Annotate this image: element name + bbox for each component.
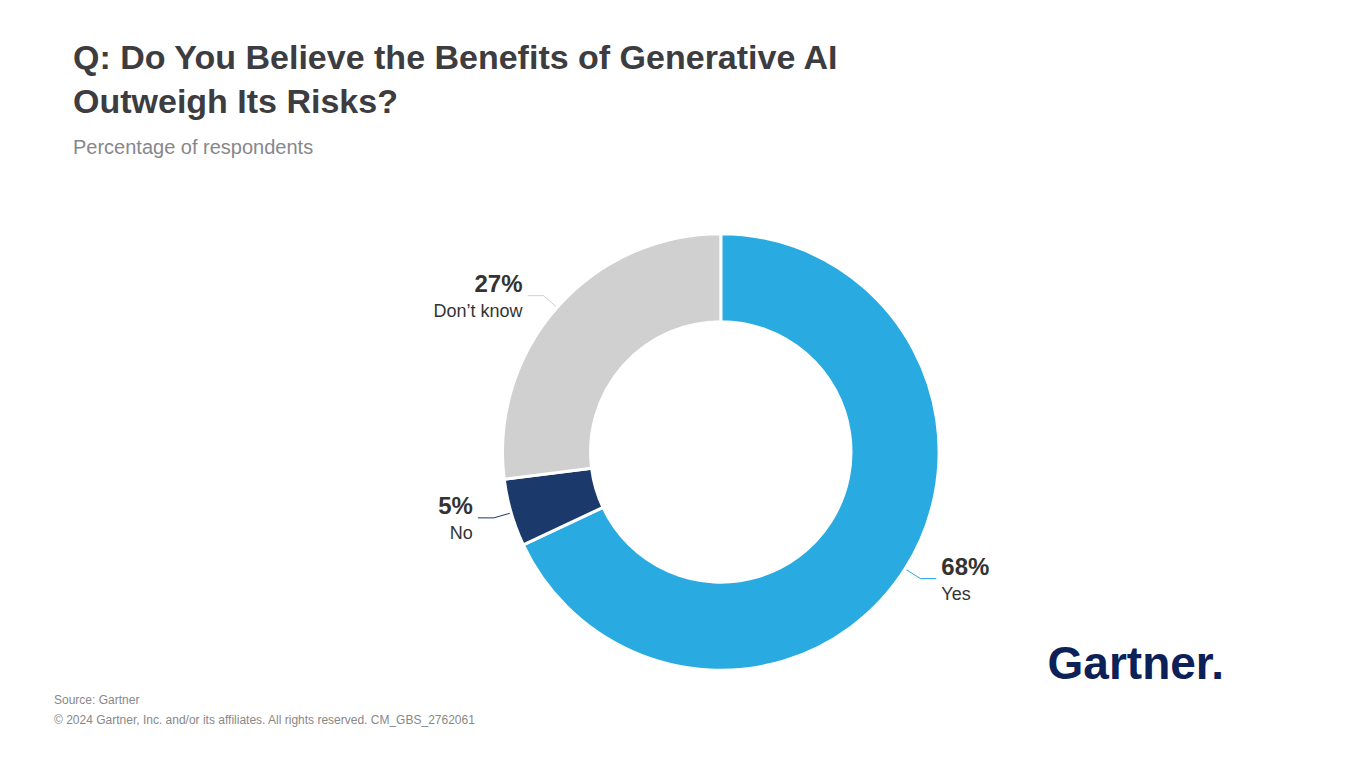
svg-text:Don’t know: Don’t know (433, 301, 523, 321)
svg-text:Yes: Yes (941, 584, 970, 604)
svg-text:© 2024 Gartner, Inc. and/or it: © 2024 Gartner, Inc. and/or its affiliat… (54, 713, 475, 727)
svg-text:5%: 5% (438, 492, 473, 519)
svg-text:68%: 68% (941, 553, 989, 580)
svg-text:Outweigh Its Risks?: Outweigh Its Risks? (73, 82, 398, 120)
svg-text:Source: Gartner: Source: Gartner (54, 693, 139, 707)
svg-text:Q: Do You Believe the Benefits: Q: Do You Believe the Benefits of Genera… (73, 38, 838, 76)
svg-text:Percentage of respondents: Percentage of respondents (73, 136, 313, 158)
svg-text:27%: 27% (474, 270, 522, 297)
svg-text:No: No (450, 523, 473, 543)
svg-text:Gartner.: Gartner. (1048, 637, 1224, 689)
